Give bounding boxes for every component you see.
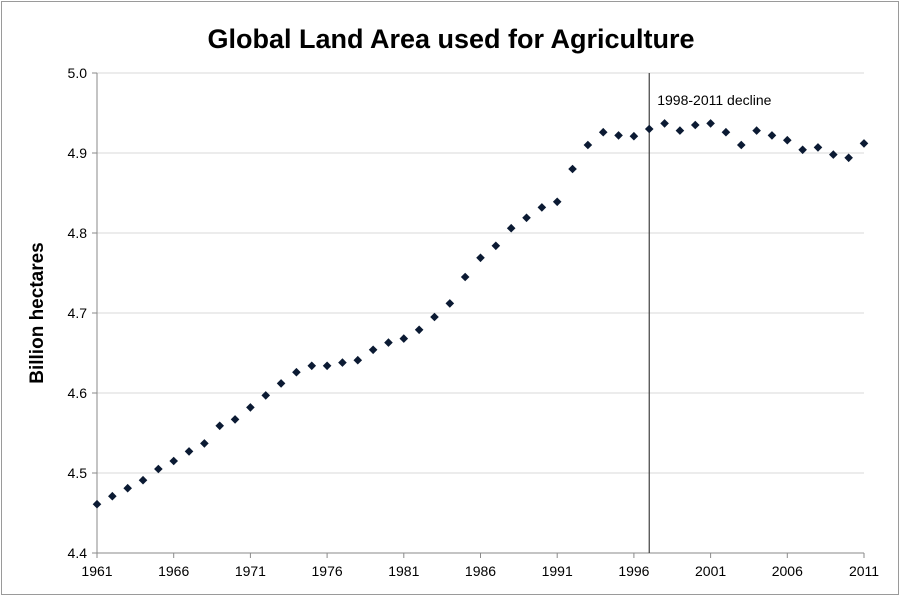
data-point-1979 [368,345,378,355]
data-point-1967 [184,447,194,456]
y-tick-label: 4.4 [68,545,88,561]
data-point-1995 [614,131,623,140]
data-point-1964 [138,475,148,485]
data-point-1983 [430,312,439,322]
data-point-1973 [276,379,286,388]
data-point-1990 [537,203,547,212]
data-point-1965 [154,464,163,474]
data-point-2000 [690,120,700,130]
x-tick-label: 1981 [388,563,419,579]
data-point-1974 [292,367,301,377]
data-points [92,119,869,509]
grid-lines [97,72,864,474]
x-tick-label: 1966 [158,563,189,579]
data-point-1981 [399,334,409,343]
x-tick-label: 1986 [465,563,496,579]
data-point-1968 [200,439,209,448]
data-point-1969 [215,421,225,431]
data-point-1997 [644,124,654,134]
data-point-1982 [414,325,424,335]
data-point-1980 [384,338,393,347]
data-point-1962 [108,491,117,501]
data-point-1985 [460,272,470,282]
data-point-2010 [844,153,853,163]
data-point-2008 [813,143,823,152]
y-axis-label: Billion hectares [27,242,48,384]
data-point-1991 [552,197,562,207]
data-point-1966 [169,456,178,466]
data-point-2003 [736,140,746,150]
y-tick-label: 4.7 [68,305,88,321]
y-tick-label: 4.6 [68,385,88,401]
data-point-1988 [506,223,516,233]
tick-labels: 4.4 4.5 4.6 4.7 4.8 4.9 5.0 1961 1966 1971 1976 198… [68,65,880,579]
data-point-1998 [660,119,669,128]
data-point-1987 [491,241,501,251]
data-point-1972 [261,391,271,400]
x-tick-label: 1991 [542,563,573,579]
x-tick-label: 2006 [772,563,803,579]
data-point-2011 [859,139,869,148]
data-point-1975 [307,361,317,371]
annotation: 1998-2011 decline [648,73,772,553]
data-point-2006 [783,135,792,145]
data-point-1978 [353,355,363,365]
data-point-1971 [246,403,255,412]
x-tick-label: 1971 [235,563,266,579]
data-point-1996 [629,131,639,141]
x-tick-label: 1996 [618,563,649,579]
data-point-1976 [322,361,332,371]
data-point-1992 [568,164,577,174]
data-point-1977 [338,358,347,367]
y-tick-label: 5.0 [68,65,88,81]
data-point-2009 [829,150,838,159]
data-point-1963 [123,483,132,493]
x-tick-label: 1976 [312,563,343,579]
data-point-1993 [583,140,593,150]
decline-annotation: 1998-2011 decline [657,92,771,108]
chart-title: Global Land Area used for Agriculture [207,24,694,54]
data-point-1994 [598,127,608,137]
data-point-2002 [721,127,731,137]
y-tick-label: 4.5 [68,465,88,481]
data-point-1970 [230,415,240,424]
data-point-1984 [445,299,455,308]
x-tick-label: 2011 [849,563,879,579]
data-point-1986 [476,253,485,263]
data-point-2007 [798,145,807,155]
data-point-1989 [522,213,531,223]
y-tick-label: 4.9 [68,145,88,161]
data-point-2004 [752,126,761,135]
data-point-2001 [706,119,715,128]
data-point-1961 [92,499,102,509]
y-tick-label: 4.8 [68,225,88,241]
data-point-1999 [675,126,685,135]
data-point-2005 [767,131,777,140]
x-tick-label: 1961 [81,563,112,579]
x-tick-label: 2001 [695,563,726,579]
axes [92,72,865,558]
